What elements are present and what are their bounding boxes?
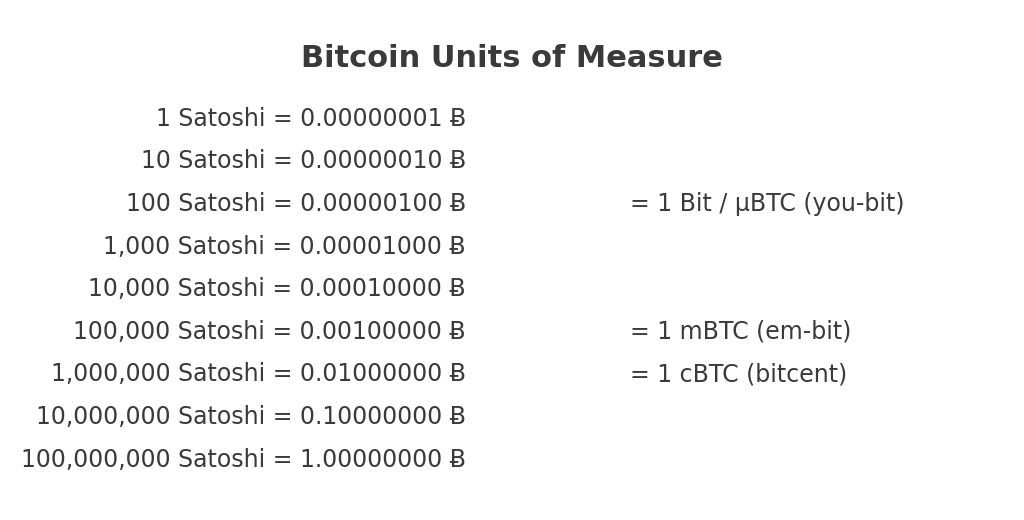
Text: Bitcoin Units of Measure: Bitcoin Units of Measure bbox=[301, 44, 723, 73]
Text: 10,000,000 Satoshi = 0.10000000 Ƀ: 10,000,000 Satoshi = 0.10000000 Ƀ bbox=[36, 405, 466, 429]
Text: = 1 Bit / μBTC (you-bit): = 1 Bit / μBTC (you-bit) bbox=[630, 192, 904, 216]
Text: = 1 mBTC (em-bit): = 1 mBTC (em-bit) bbox=[630, 320, 851, 344]
Text: 1 Satoshi = 0.00000001 Ƀ: 1 Satoshi = 0.00000001 Ƀ bbox=[156, 107, 466, 131]
Text: 10 Satoshi = 0.00000010 Ƀ: 10 Satoshi = 0.00000010 Ƀ bbox=[140, 149, 466, 173]
Text: = 1 cBTC (bitcent): = 1 cBTC (bitcent) bbox=[630, 362, 847, 386]
Text: 100 Satoshi = 0.00000100 Ƀ: 100 Satoshi = 0.00000100 Ƀ bbox=[126, 192, 466, 216]
Text: 100,000 Satoshi = 0.00100000 Ƀ: 100,000 Satoshi = 0.00100000 Ƀ bbox=[74, 320, 466, 344]
Text: 10,000 Satoshi = 0.00010000 Ƀ: 10,000 Satoshi = 0.00010000 Ƀ bbox=[88, 277, 466, 301]
Text: 1,000,000 Satoshi = 0.01000000 Ƀ: 1,000,000 Satoshi = 0.01000000 Ƀ bbox=[51, 362, 466, 386]
Text: 1,000 Satoshi = 0.00001000 Ƀ: 1,000 Satoshi = 0.00001000 Ƀ bbox=[103, 235, 466, 258]
Text: 100,000,000 Satoshi = 1.00000000 Ƀ: 100,000,000 Satoshi = 1.00000000 Ƀ bbox=[20, 448, 466, 472]
